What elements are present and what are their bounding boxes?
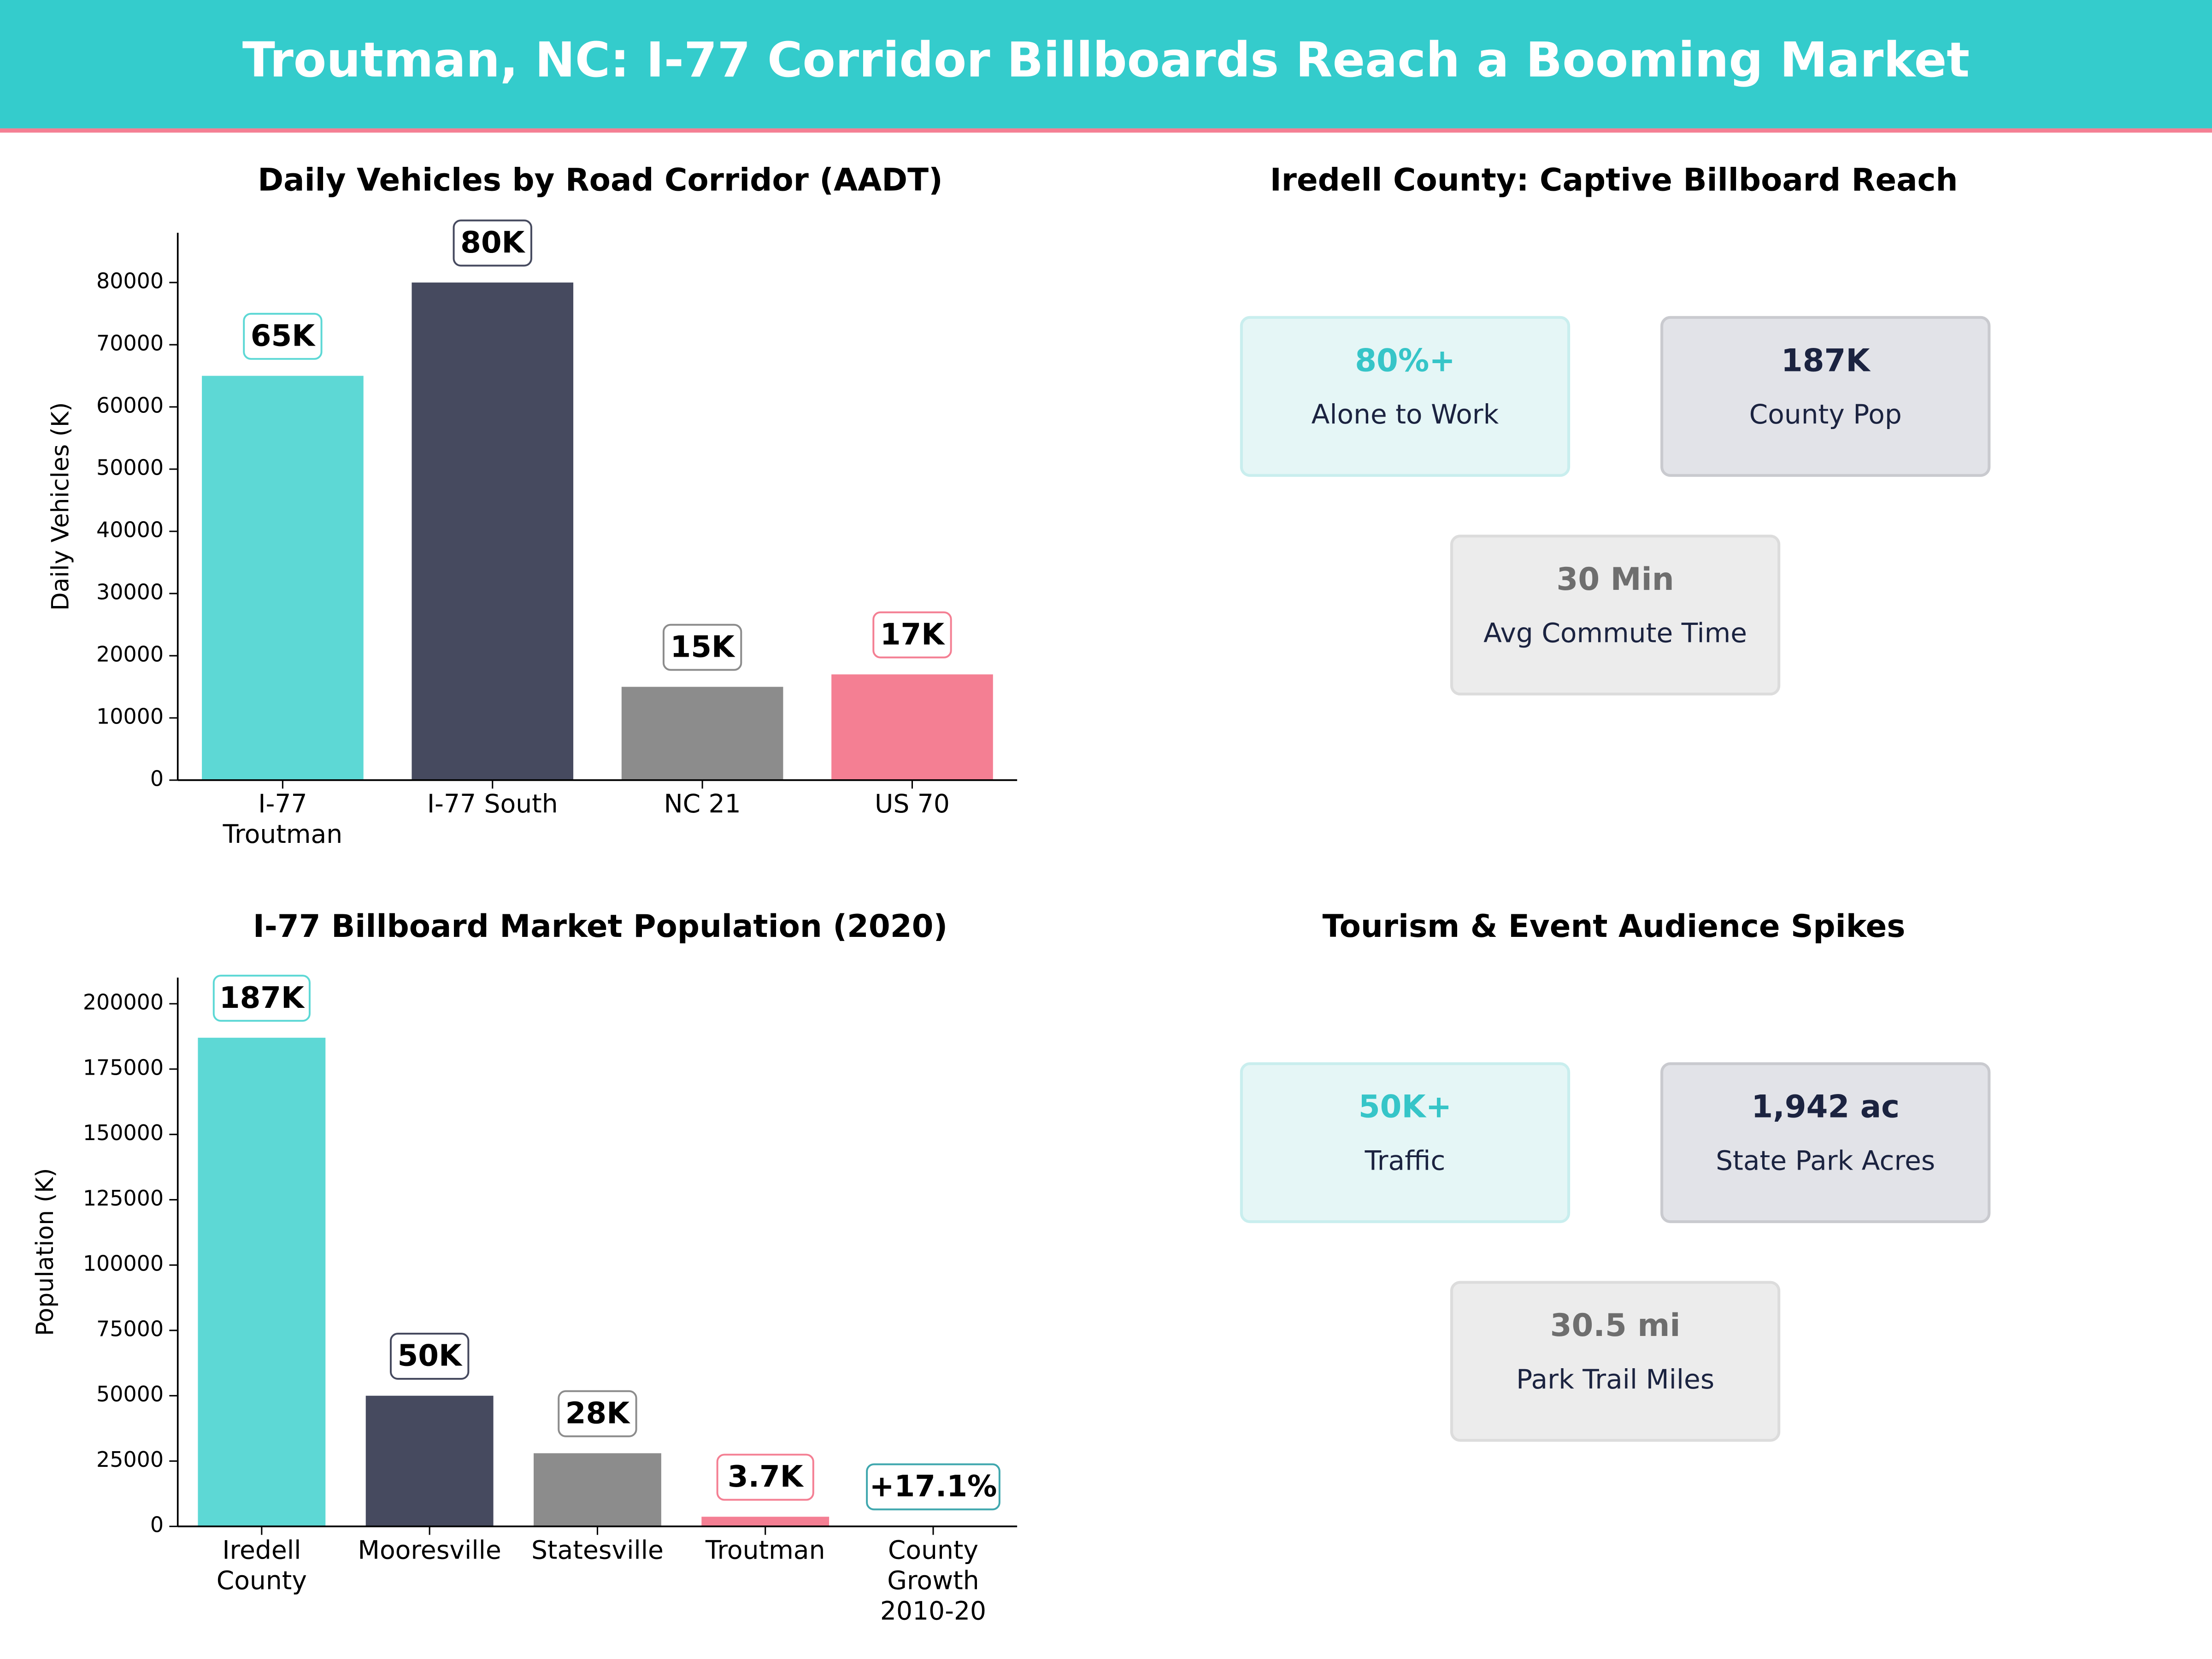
x-tick-label: Troutman xyxy=(705,1535,825,1565)
value-label-box xyxy=(389,1333,470,1380)
y-tick-label: 200000 xyxy=(83,990,164,1015)
kpi-value: 30 Min xyxy=(1557,561,1674,597)
y-tick-label: 150000 xyxy=(83,1120,164,1145)
value-label-box xyxy=(243,312,323,360)
value-label: 187K xyxy=(219,981,305,1015)
y-tick-label: 60000 xyxy=(96,393,164,418)
value-label: 3.7K xyxy=(728,1459,804,1494)
value-label: 50K xyxy=(398,1339,463,1373)
value-label-box xyxy=(716,1453,814,1501)
y-tick-label: 0 xyxy=(150,766,164,791)
kpi-label: Traffic xyxy=(1365,1145,1446,1177)
bar xyxy=(412,282,574,780)
kpi-card xyxy=(1240,1062,1571,1224)
value-label-box xyxy=(872,611,952,659)
kpi-label: State Park Acres xyxy=(1716,1145,1935,1177)
bar xyxy=(365,1395,494,1527)
y-tick-label: 50000 xyxy=(96,455,164,480)
value-label: 28K xyxy=(565,1396,630,1430)
y-tick-label: 0 xyxy=(150,1512,164,1537)
x-tick-label: Statesville xyxy=(531,1535,664,1565)
x-tick-label: I-77 South xyxy=(427,789,558,818)
x-tick-label: US 70 xyxy=(875,789,950,818)
panel-title: Tourism & Event Audience Spikes xyxy=(1323,908,1906,944)
kpi-card xyxy=(1240,316,1571,477)
kpi-value: 30.5 mi xyxy=(1550,1307,1681,1343)
y-tick-label: 20000 xyxy=(96,641,164,666)
value-label: +17.1% xyxy=(870,1469,997,1504)
header-band xyxy=(0,0,2212,129)
value-label: 65K xyxy=(251,318,316,353)
kpi-label: County Pop xyxy=(1749,399,1902,430)
y-tick-label: 100000 xyxy=(83,1251,164,1276)
kpi-card xyxy=(1660,316,1991,477)
y-tick-label: 50000 xyxy=(96,1382,164,1406)
x-tick-label: NC 21 xyxy=(664,789,741,818)
kpi-label: Park Trail Miles xyxy=(1516,1364,1714,1395)
y-tick-label: 125000 xyxy=(83,1186,164,1211)
y-axis-label: Daily Vehicles (K) xyxy=(47,402,75,611)
page-title: Troutman, NC: I-77 Corridor Billboards R… xyxy=(242,32,1970,88)
chart-title: I-77 Billboard Market Population (2020) xyxy=(253,908,947,944)
y-tick-label: 10000 xyxy=(96,704,164,729)
y-tick-label: 70000 xyxy=(96,331,164,356)
kpi-label: Alone to Work xyxy=(1312,399,1499,430)
bar xyxy=(534,1453,661,1527)
chart-title: Daily Vehicles by Road Corridor (AADT) xyxy=(258,161,943,198)
bar xyxy=(198,1037,326,1527)
y-tick-label: 40000 xyxy=(96,517,164,542)
value-label: 17K xyxy=(880,617,945,652)
x-tick-label: Mooresville xyxy=(358,1535,501,1565)
value-label-box xyxy=(212,975,311,1022)
kpi-value: 80%+ xyxy=(1355,342,1455,378)
y-tick-label: 175000 xyxy=(83,1055,164,1080)
bar xyxy=(621,687,783,780)
kpi-value: 50K+ xyxy=(1359,1088,1452,1125)
panel-title: Iredell County: Captive Billboard Reach xyxy=(1270,161,1958,198)
y-tick-label: 80000 xyxy=(96,269,164,294)
bar xyxy=(831,674,993,780)
kpi-card xyxy=(1660,1062,1991,1224)
value-label-box xyxy=(558,1390,637,1437)
kpi-label: Avg Commute Time xyxy=(1483,618,1747,649)
kpi-card xyxy=(1450,535,1781,696)
x-tick-label: Iredell County xyxy=(217,1535,307,1595)
value-label-box xyxy=(662,624,742,671)
bar xyxy=(701,1517,830,1527)
value-label: 15K xyxy=(670,629,735,664)
y-tick-label: 30000 xyxy=(96,579,164,604)
value-label-box xyxy=(866,1463,1000,1511)
kpi-card xyxy=(1450,1281,1781,1442)
kpi-value: 1,942 ac xyxy=(1751,1088,1900,1125)
y-tick-label: 75000 xyxy=(96,1316,164,1341)
y-tick-label: 25000 xyxy=(96,1447,164,1472)
y-axis-label: Population (K) xyxy=(31,1168,59,1336)
header-rule xyxy=(0,128,2212,133)
value-label: 80K xyxy=(460,225,525,260)
value-label-box xyxy=(453,219,532,267)
x-tick-label: County Growth 2010-20 xyxy=(880,1535,986,1625)
x-tick-label: I-77 Troutman xyxy=(223,789,343,849)
kpi-value: 187K xyxy=(1781,342,1871,378)
bar xyxy=(202,376,364,780)
